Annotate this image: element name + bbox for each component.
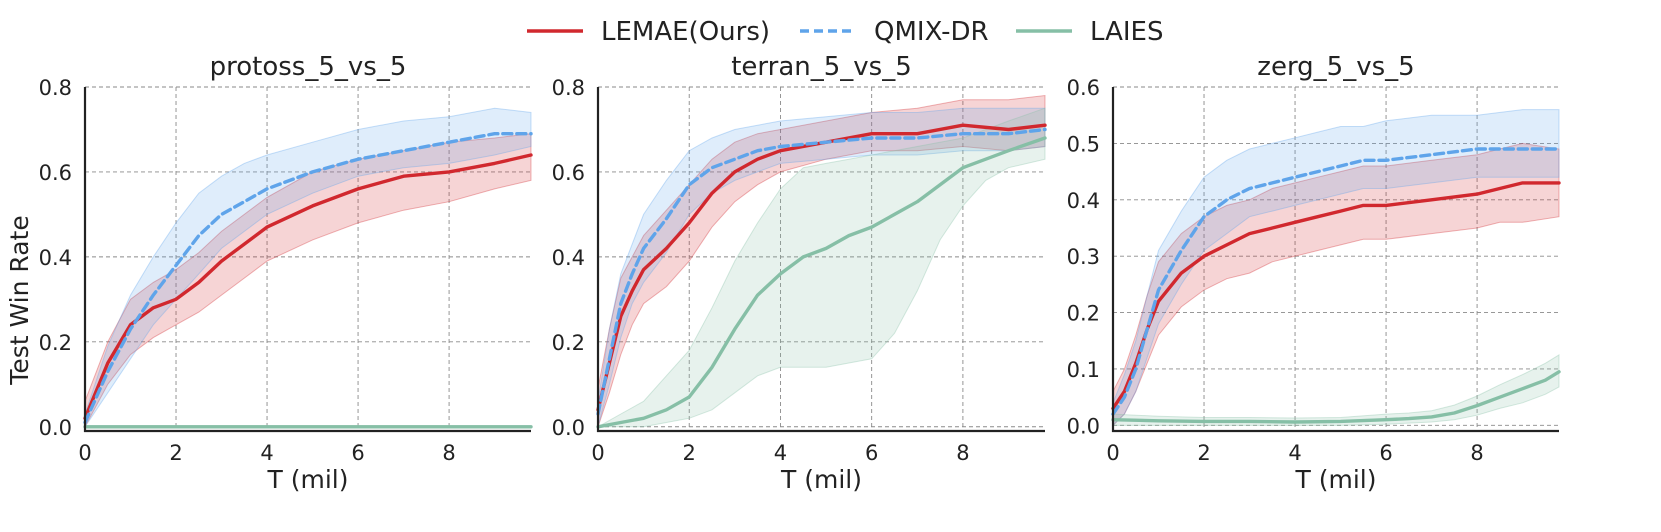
- x-tick-label: 0: [1106, 441, 1119, 465]
- y-tick-label: 0.2: [1067, 302, 1100, 326]
- series-line-laies: [1111, 370, 1561, 424]
- legend-label-laies: LAIES: [1090, 17, 1163, 47]
- confidence-band-lemae-ours: [84, 133, 532, 428]
- x-tick-label: 4: [1288, 441, 1301, 465]
- series-line-qmix-dr: [1111, 147, 1561, 416]
- y-tick-label: 0.6: [552, 161, 585, 185]
- x-tick-label: 6: [865, 441, 878, 465]
- y-tick-label: 0.2: [552, 331, 585, 355]
- subplot-terran-5-vs-5: 0 2 4 6 8 0.0 0.2 0.4 0.6 0.8 terran_5_vs_5 T (mil): [552, 52, 1047, 494]
- legend-label-qmix-dr: QMIX-DR: [874, 17, 989, 47]
- y-tick-label: 0.1: [1067, 358, 1100, 382]
- x-tick-label: 8: [1470, 441, 1483, 465]
- x-tick-label: 2: [169, 441, 182, 465]
- legend: LEMAE(Ours) QMIX-DR LAIES: [527, 17, 1163, 47]
- x-tick-label: 6: [351, 441, 364, 465]
- x-tick-label: 0: [78, 441, 91, 465]
- subplot-zerg-5-vs-5: 0 2 4 6 8 0.0 0.1 0.2 0.3 0.4 0.5 0.6 zerg_5_vs_5 T (…: [1067, 52, 1561, 494]
- series-line-laies: [596, 136, 1047, 429]
- y-tick-label: 0.4: [1067, 189, 1100, 213]
- y-tick-label: 0.0: [39, 416, 72, 440]
- y-tick-label: 0.5: [1067, 132, 1100, 156]
- y-tick-label: 0.6: [1067, 76, 1100, 100]
- x-axis-label: T (mil): [267, 465, 349, 494]
- series-line-lemae-ours: [596, 123, 1047, 412]
- series-line-qmix-dr: [596, 127, 1047, 416]
- x-tick-label: 4: [260, 441, 273, 465]
- y-tick-label: 0.4: [39, 246, 72, 270]
- x-tick-label: 4: [774, 441, 787, 465]
- confidence-band-qmix-dr: [84, 107, 532, 429]
- confidence-band-qmix-dr: [1112, 109, 1560, 427]
- x-tick-label: 0: [591, 441, 604, 465]
- x-tick-label: 2: [1197, 441, 1210, 465]
- y-tick-label: 0.3: [1067, 245, 1100, 269]
- x-axis-label: T (mil): [1295, 465, 1377, 494]
- y-tick-label: 0.6: [39, 161, 72, 185]
- confidence-band-lemae-ours: [1112, 142, 1560, 427]
- legend-item-lemae: LEMAE(Ours): [527, 17, 770, 47]
- series-line-qmix-dr: [83, 131, 533, 425]
- subplot-title: zerg_5_vs_5: [1257, 52, 1414, 82]
- subplot-title: terran_5_vs_5: [731, 52, 912, 82]
- subplot-title: protoss_5_vs_5: [210, 52, 407, 82]
- y-tick-label: 0.0: [552, 416, 585, 440]
- confidence-band-laies: [1112, 354, 1560, 426]
- legend-label-lemae: LEMAE(Ours): [601, 17, 770, 47]
- y-tick-label: 0.8: [39, 76, 72, 100]
- y-tick-label: 0.2: [39, 331, 72, 355]
- legend-item-qmix-dr: QMIX-DR: [800, 17, 989, 47]
- y-axis-label: Test Win Rate: [5, 215, 34, 385]
- y-tick-label: 0.0: [1067, 414, 1100, 438]
- y-tick-label: 0.4: [552, 246, 585, 270]
- x-tick-label: 6: [1379, 441, 1392, 465]
- legend-item-laies: LAIES: [1016, 17, 1163, 47]
- x-tick-label: 8: [956, 441, 969, 465]
- x-tick-label: 2: [683, 441, 696, 465]
- x-axis-label: T (mil): [780, 465, 862, 494]
- confidence-band-qmix-dr: [597, 107, 1046, 427]
- subplot-protoss-5-vs-5: 0 2 4 6 8 0.0 0.2 0.4 0.6 0.8 protoss_5_vs_5 T (mil…: [39, 52, 533, 494]
- y-tick-label: 0.8: [552, 76, 585, 100]
- x-tick-label: 8: [442, 441, 455, 465]
